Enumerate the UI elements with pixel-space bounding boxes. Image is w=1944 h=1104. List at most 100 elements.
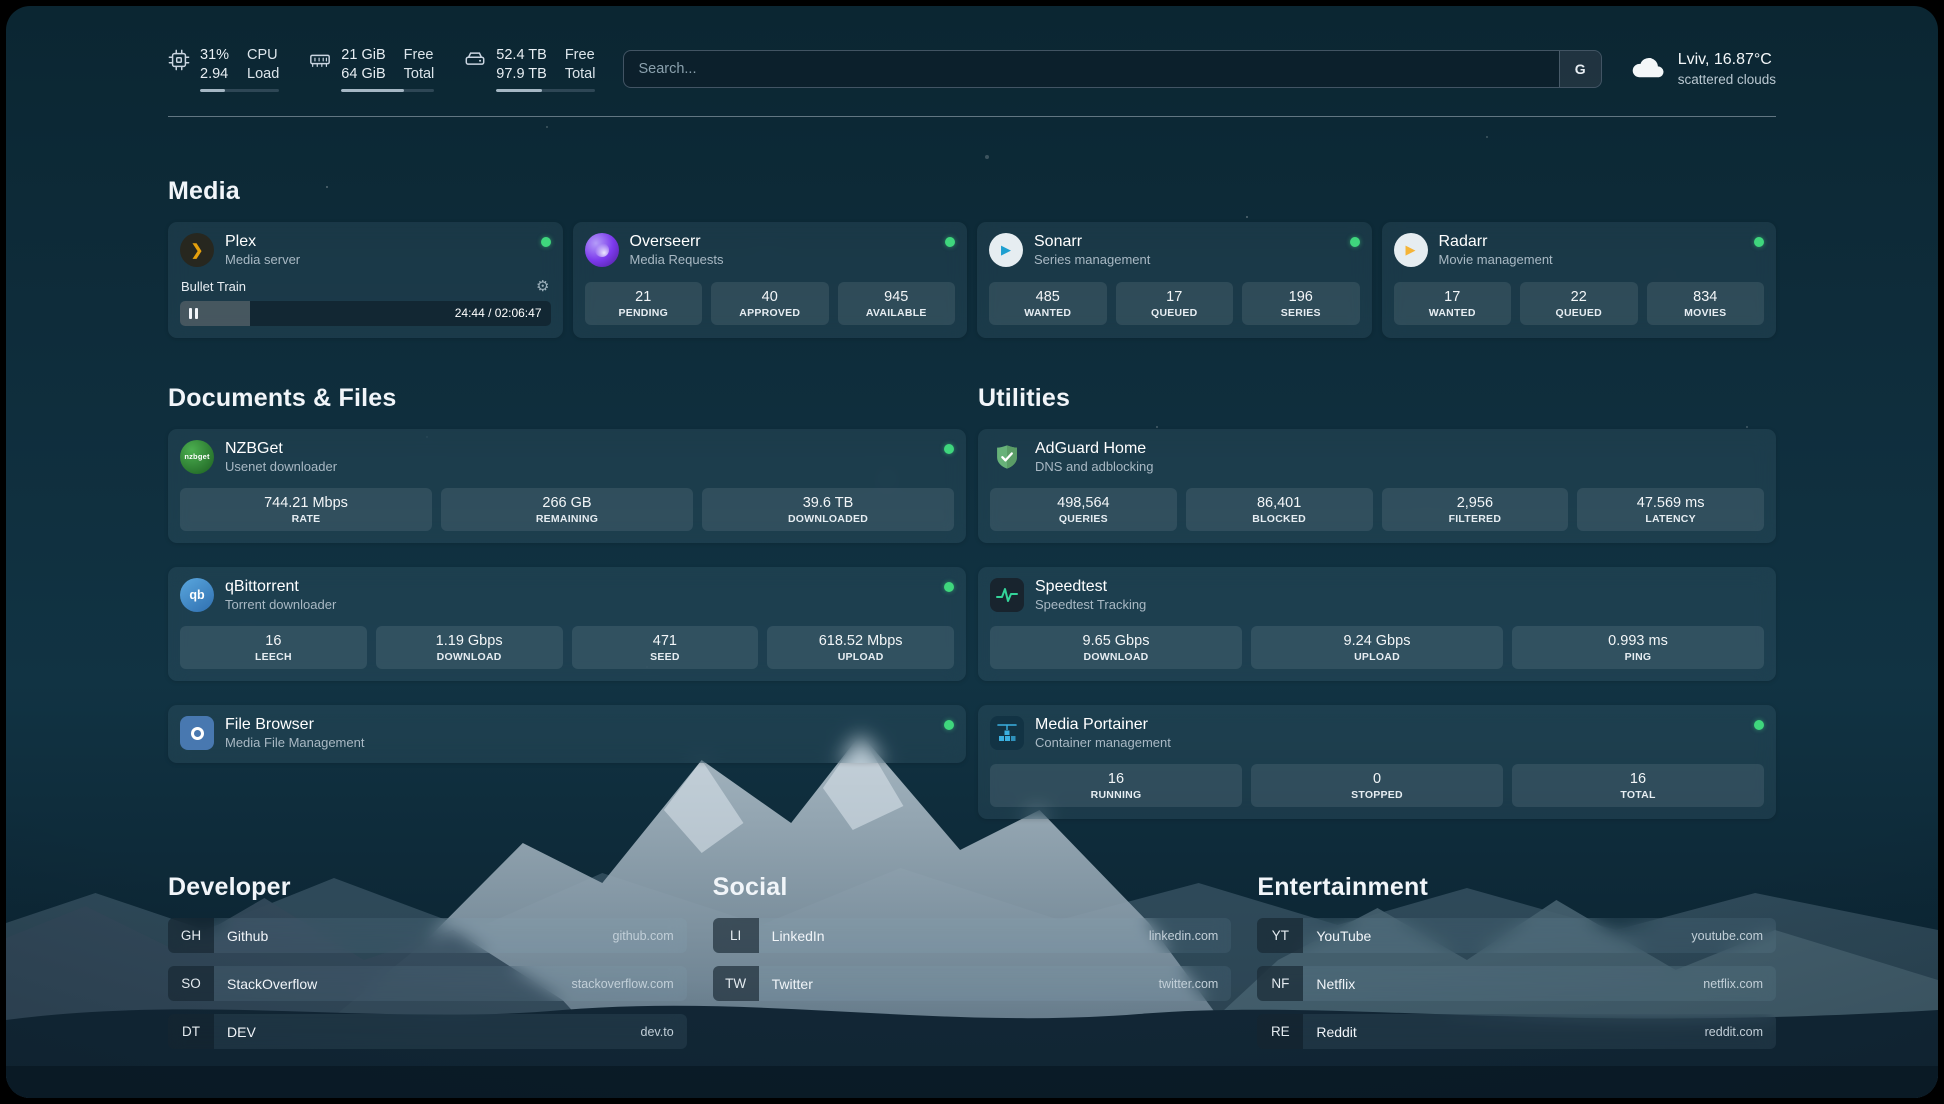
pause-icon[interactable] [189, 307, 198, 319]
stat-remaining: 266 GB REMAINING [441, 487, 693, 531]
section-title-social: Social [712, 873, 788, 902]
service-subtitle: Container management [1035, 735, 1171, 750]
service-subtitle: Usenet downloader [225, 458, 338, 474]
service-name: Radarr [1438, 233, 1488, 251]
service-card-qbittorrent[interactable]: qb qBittorrent Torrent downloader 16 [168, 566, 966, 681]
disk-widget: 52.4 TB Free 97.9 TB Total [464, 46, 596, 93]
service-name: Media Portainer [1035, 716, 1148, 733]
stat-filtered: 2,956 FILTERED [1381, 487, 1569, 531]
stat-upload: 9.24 Gbps UPLOAD [1251, 626, 1503, 669]
cpu-icon [168, 49, 190, 76]
qbittorrent-icon: qb [180, 577, 214, 612]
bookmark-name: YouTube [1316, 927, 1372, 944]
bookmark-name: DEV [227, 1023, 256, 1040]
stat-downloaded: 39.6 TB DOWNLOADED [702, 487, 954, 531]
service-subtitle: Series management [1034, 252, 1151, 268]
stat-series: 196 SERIES [1242, 281, 1360, 325]
bookmark-name: StackOverflow [227, 975, 318, 992]
service-card-radarr[interactable]: ▶ Radarr Movie management 17 WANTED [1381, 222, 1776, 338]
bookmark-name: Github [227, 927, 269, 944]
status-dot [944, 720, 954, 730]
service-card-sonarr[interactable]: ▶ Sonarr Series management 485 WANTED [977, 222, 1372, 338]
bookmark-twitter[interactable]: TW Twitter twitter.com [712, 966, 1232, 1002]
service-subtitle: Speedtest Tracking [1035, 596, 1147, 612]
disk-total-value: 97.9 TB [496, 66, 547, 83]
now-playing-title: Bullet Train [181, 278, 247, 294]
service-card-portainer[interactable]: Media Portainer Container management 16 … [978, 705, 1776, 820]
bookmark-youtube[interactable]: YT YouTube youtube.com [1257, 918, 1776, 954]
stat-wanted: 17 WANTED [1393, 281, 1511, 325]
service-subtitle: Torrent downloader [225, 596, 337, 612]
status-dot [1349, 237, 1360, 248]
stat-queued: 17 QUEUED [1115, 281, 1233, 325]
cloud-icon [1630, 54, 1666, 85]
header-divider [168, 116, 1776, 118]
service-card-plex[interactable]: ❯ Plex Media server Bullet Train ⚙ [168, 222, 563, 338]
cpu-progress-bar [200, 89, 280, 93]
status-dot [944, 443, 954, 454]
adguard-icon [990, 440, 1024, 474]
stat-upload: 618.52 Mbps UPLOAD [767, 626, 954, 669]
bookmark-abbr: LI [712, 918, 759, 954]
memory-icon [309, 49, 331, 76]
overseerr-icon [584, 233, 619, 268]
bookmark-domain: netflix.com [1703, 976, 1763, 991]
cpu-widget: 31% CPU 2.94 Load [168, 46, 280, 93]
status-dot [944, 581, 954, 592]
stat-queued: 22 QUEUED [1520, 281, 1638, 325]
section-title-entertainment: Entertainment [1257, 873, 1429, 902]
cpu-percent: 31% [200, 47, 230, 63]
memory-total-value: 64 GiB [341, 66, 386, 83]
resource-monitors: 31% CPU 2.94 Load [168, 46, 596, 93]
stat-total: 16 TOTAL [1512, 764, 1764, 808]
bookmark-linkedin[interactable]: LI LinkedIn linkedin.com [712, 918, 1232, 954]
search-bar: G [623, 50, 1602, 89]
stat-running: 16 RUNNING [990, 764, 1242, 808]
stat-wanted: 485 WANTED [989, 281, 1107, 325]
bookmark-abbr: GH [168, 918, 214, 954]
bookmark-github[interactable]: GH Github github.com [168, 918, 687, 954]
top-bar: 31% CPU 2.94 Load [6, 6, 1938, 93]
bookmark-abbr: RE [1257, 1014, 1304, 1050]
bookmark-name: Netflix [1316, 975, 1356, 992]
service-card-speedtest[interactable]: Speedtest Speedtest Tracking 9.65 Gbps D… [978, 566, 1776, 681]
portainer-icon [990, 716, 1024, 751]
service-name: Speedtest [1035, 577, 1108, 595]
bookmark-name: Twitter [771, 975, 813, 992]
weather-location: Lviv, 16.87°C [1677, 50, 1772, 68]
bookmark-stackoverflow[interactable]: SO StackOverflow stackoverflow.com [168, 966, 687, 1002]
bookmark-netflix[interactable]: NF Netflix netflix.com [1257, 966, 1776, 1002]
stat-seed: 471 SEED [571, 626, 759, 669]
section-title-utilities: Utilities [978, 383, 1071, 412]
sonarr-icon: ▶ [989, 233, 1023, 268]
search-provider-button[interactable]: G [1558, 51, 1601, 88]
service-card-filebrowser[interactable]: File Browser Media File Management [168, 705, 966, 764]
bookmark-abbr: DT [168, 1014, 214, 1050]
speedtest-icon [990, 577, 1024, 612]
service-name: File Browser [225, 716, 314, 733]
stat-movies: 834 MOVIES [1646, 281, 1764, 325]
settings-gear-icon[interactable]: ⚙ [536, 277, 550, 295]
bookmark-name: Reddit [1316, 1023, 1357, 1040]
service-subtitle: DNS and adblocking [1035, 458, 1154, 474]
stat-ping: 0.993 ms PING [1512, 626, 1764, 669]
status-dot [1754, 720, 1764, 730]
service-name: NZBGet [225, 439, 283, 457]
now-playing-widget: Bullet Train ⚙ 24:44 / 02:06:47 [180, 279, 551, 326]
bookmark-dev[interactable]: DT DEV dev.to [168, 1014, 687, 1050]
bookmark-domain: twitter.com [1158, 976, 1219, 991]
bookmark-domain: dev.to [640, 1024, 674, 1039]
bookmark-reddit[interactable]: RE Reddit reddit.com [1257, 1014, 1776, 1050]
search-input[interactable] [624, 51, 1559, 88]
service-card-adguard[interactable]: AdGuard Home DNS and adblocking 498,564 … [978, 428, 1776, 543]
status-dot [1754, 237, 1764, 248]
service-subtitle: Media File Management [225, 735, 365, 750]
service-name: Plex [225, 233, 257, 251]
service-card-nzbget[interactable]: nzbget NZBGet Usenet downloader 744.21 M… [168, 428, 966, 543]
stat-stopped: 0 STOPPED [1251, 764, 1503, 808]
service-name: qBittorrent [225, 577, 299, 595]
bookmark-name: LinkedIn [771, 927, 825, 944]
service-card-overseerr[interactable]: Overseerr Media Requests 21 PENDING 40 A… [572, 222, 967, 338]
status-dot [540, 237, 551, 248]
service-subtitle: Movie management [1438, 252, 1553, 268]
